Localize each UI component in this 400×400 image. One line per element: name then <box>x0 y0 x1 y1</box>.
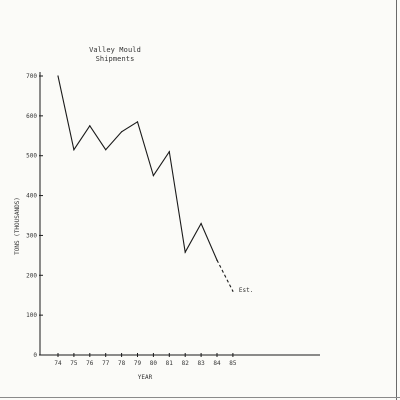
chart-annotations: Est. <box>239 287 253 294</box>
data-point <box>136 121 139 123</box>
y-tick-label: 400 <box>26 193 37 200</box>
estimate-annotation: Est. <box>239 287 253 294</box>
data-point <box>168 151 170 153</box>
y-tick-label: 600 <box>26 113 37 120</box>
data-point <box>73 149 75 151</box>
x-tick-label: 84 <box>213 360 221 367</box>
page-edge-right <box>396 0 397 400</box>
page-edge-bottom <box>0 397 400 398</box>
data-point <box>105 149 107 151</box>
x-axis-title: YEAR <box>138 374 153 381</box>
x-axis-ticks: 74 75 76 77 78 79 80 81 82 83 84 85 <box>54 353 237 367</box>
x-tick-label: 77 <box>102 360 110 367</box>
x-tick-label: 83 <box>197 360 205 367</box>
y-tick-label: 200 <box>26 272 37 279</box>
x-tick-label: 74 <box>54 360 62 367</box>
y-axis-title: TONS (THOUSANDS) <box>14 197 21 255</box>
x-tick-label: 82 <box>182 360 190 367</box>
chart-title-line-2: Shipments <box>95 55 135 63</box>
x-tick-label: 76 <box>86 360 94 367</box>
y-tick-label: 0 <box>33 352 37 359</box>
data-point <box>216 259 218 261</box>
x-tick-label: 81 <box>166 360 174 367</box>
data-point <box>89 125 91 127</box>
series-lines <box>57 75 234 292</box>
data-point <box>152 175 154 177</box>
y-tick-label: 500 <box>26 153 37 160</box>
data-point <box>200 222 202 225</box>
x-tick-label: 80 <box>150 360 158 367</box>
data-point <box>184 251 186 253</box>
estimate-series-line <box>216 259 234 292</box>
x-tick-label: 79 <box>134 360 142 367</box>
data-point <box>232 290 234 292</box>
chart-axes <box>39 72 320 356</box>
y-axis-ticks: 0 100 200 300 400 500 600 700 <box>26 73 43 359</box>
chart-title-line-1: Valley Mould <box>89 46 141 54</box>
x-tick-label: 78 <box>118 360 126 367</box>
y-tick-label: 100 <box>26 312 37 319</box>
y-tick-label: 700 <box>26 73 37 80</box>
y-tick-label: 300 <box>26 232 37 239</box>
x-tick-label: 85 <box>229 360 237 367</box>
x-tick-label: 75 <box>70 360 78 367</box>
shipments-series-line <box>57 75 218 261</box>
data-point <box>57 75 59 77</box>
data-point <box>121 131 123 133</box>
